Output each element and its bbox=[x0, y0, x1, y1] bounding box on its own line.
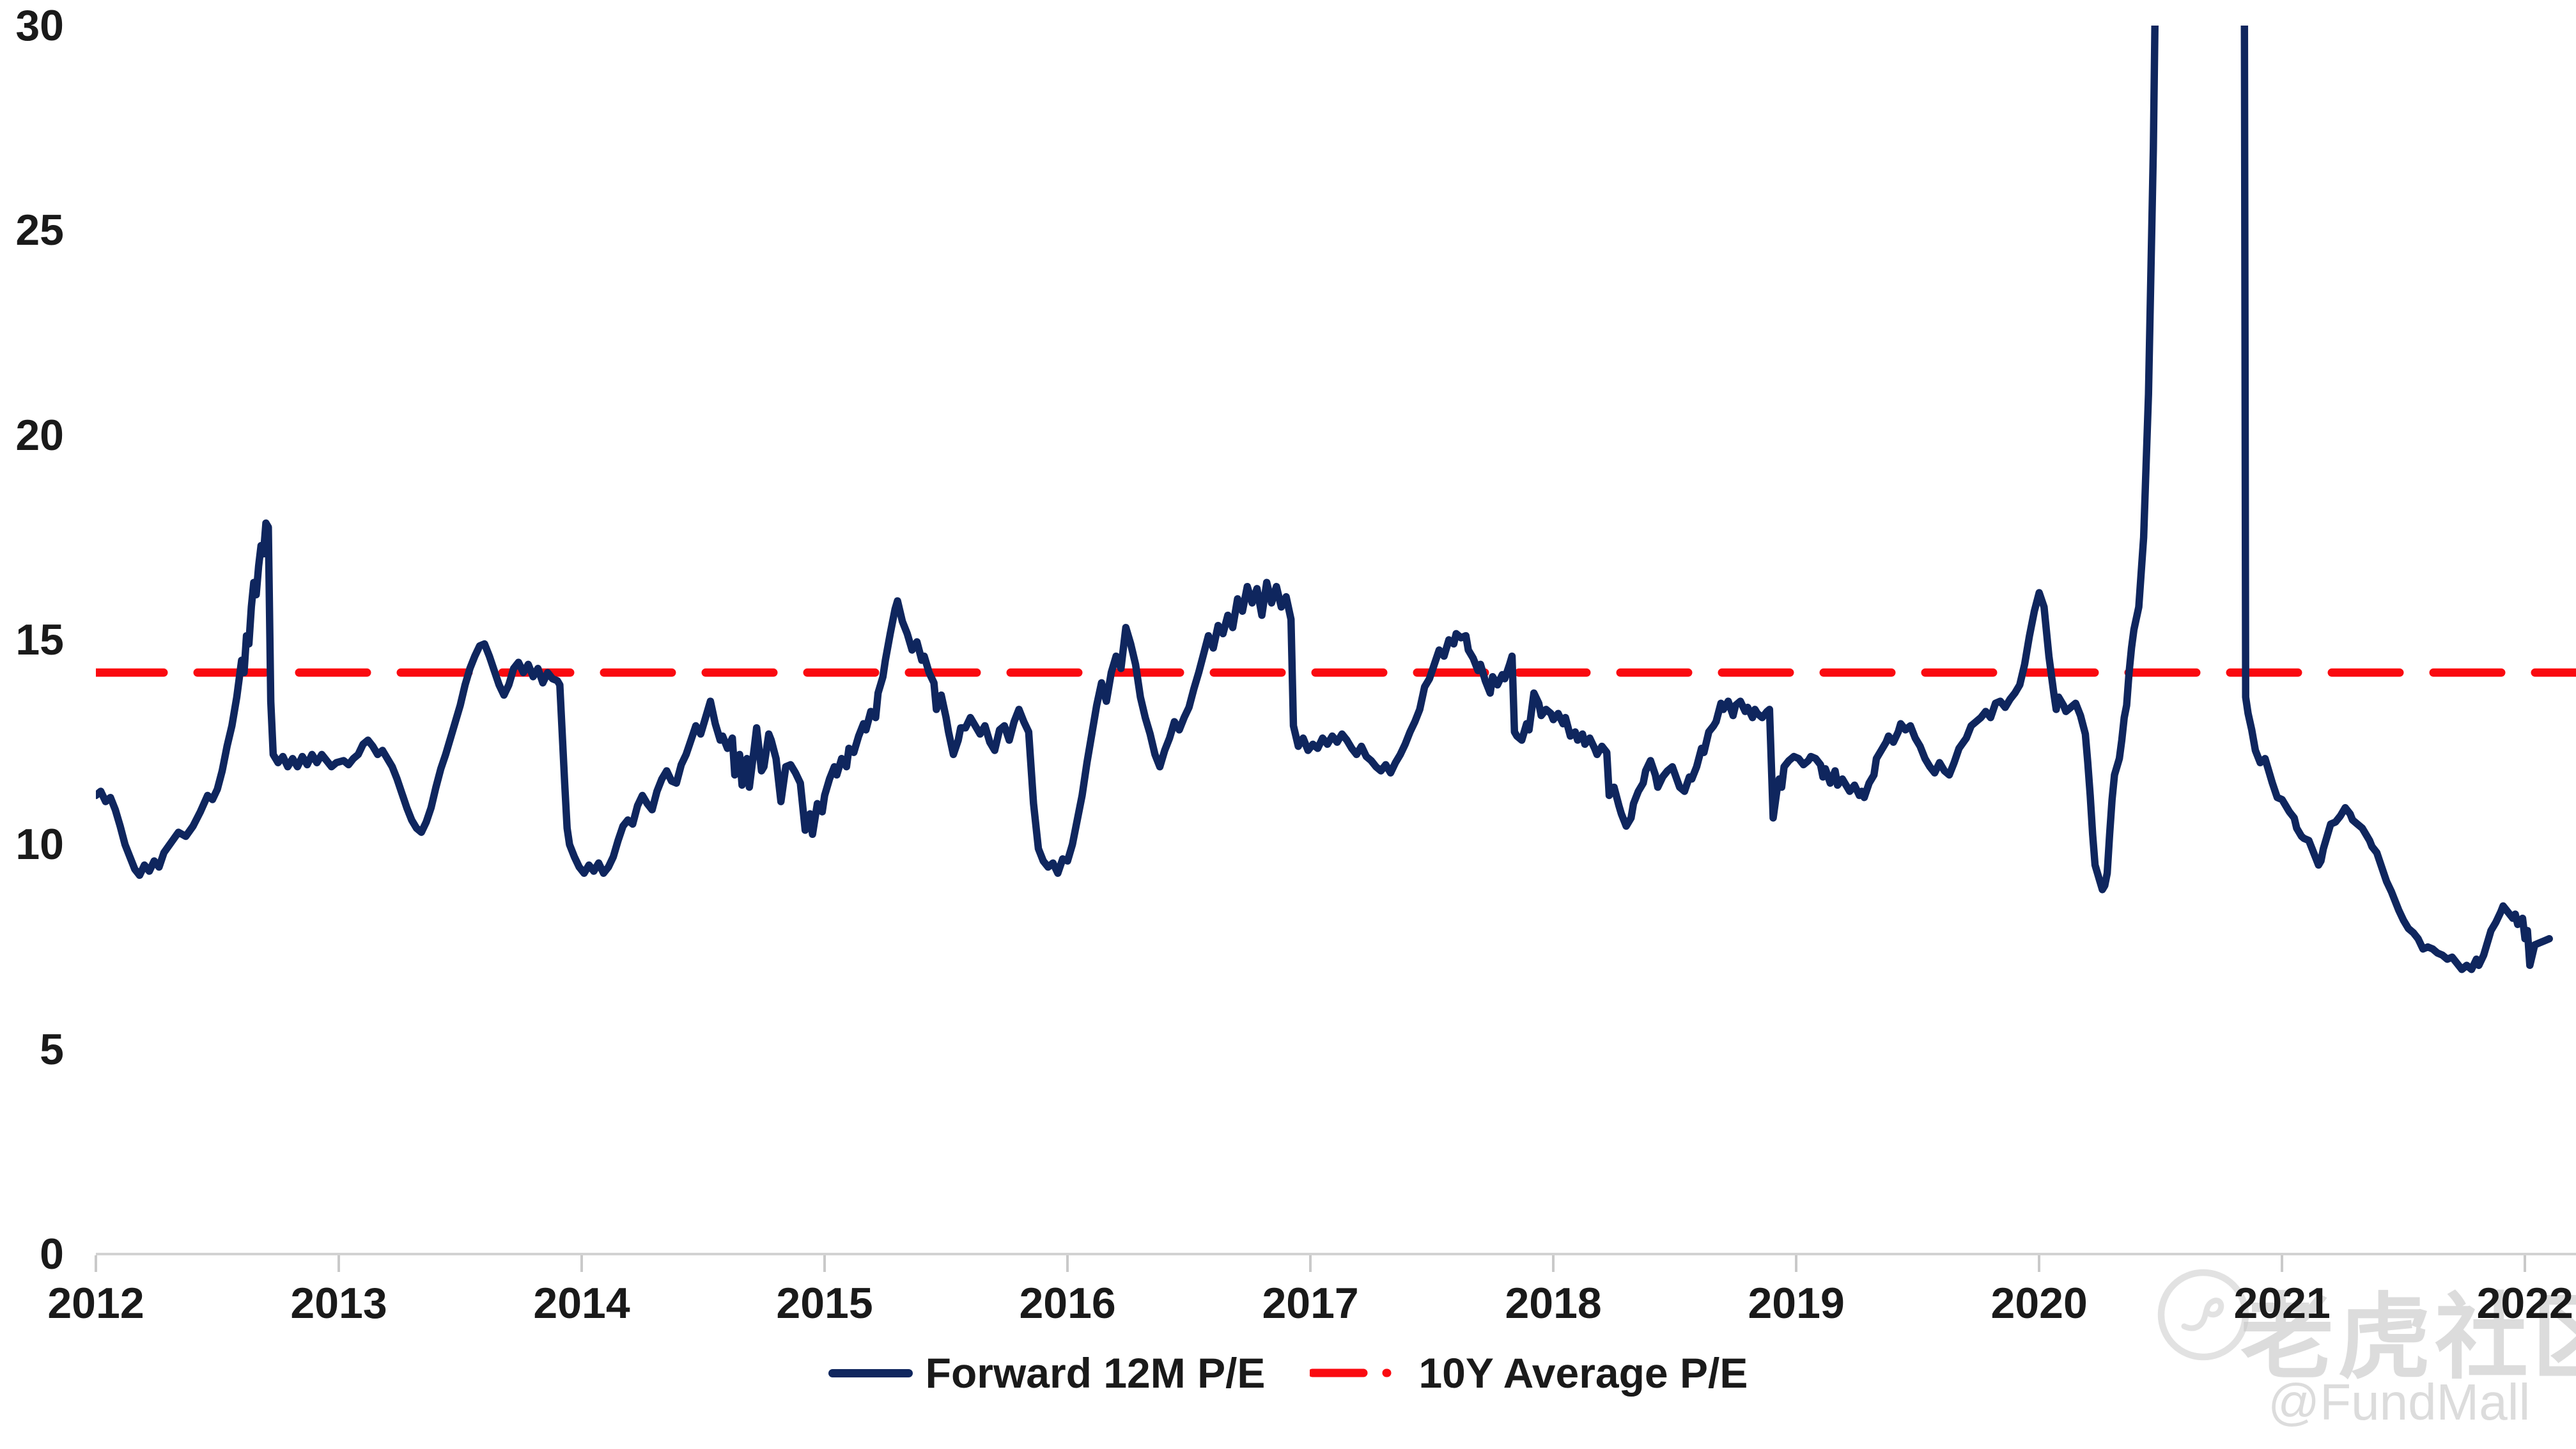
legend-item-average-pe: 10Y Average P/E bbox=[1310, 1349, 1748, 1397]
tiger-logo-icon bbox=[2157, 1269, 2249, 1361]
y-axis-label: 30 bbox=[15, 1, 64, 50]
x-axis-label: 2012 bbox=[47, 1279, 144, 1328]
x-axis-tick bbox=[95, 1255, 97, 1272]
x-axis-label: 2014 bbox=[533, 1279, 630, 1328]
legend-label-forward-pe: Forward 12M P/E bbox=[925, 1349, 1266, 1397]
x-axis-label: 2017 bbox=[1262, 1279, 1359, 1328]
average-pe-dash-swatch-icon bbox=[1310, 1368, 1406, 1377]
y-axis-label: 25 bbox=[15, 206, 64, 255]
x-axis-label: 2016 bbox=[1019, 1279, 1116, 1328]
x-axis-tick bbox=[2038, 1255, 2041, 1272]
x-axis-tick bbox=[1066, 1255, 1069, 1272]
watermark-brand: 老虎社区 bbox=[2240, 1285, 2576, 1390]
watermark-handle: @FundMall bbox=[2268, 1374, 2531, 1430]
y-axis-label: 0 bbox=[40, 1230, 64, 1278]
x-axis-tick bbox=[2524, 1255, 2527, 1272]
x-axis-label: 2022 bbox=[2476, 1279, 2573, 1328]
y-axis-label: 5 bbox=[40, 1025, 64, 1074]
legend: Forward 12M P/E 10Y Average P/E bbox=[0, 1349, 2576, 1397]
pe-line bbox=[96, 26, 2553, 973]
x-axis-label: 2015 bbox=[776, 1279, 873, 1328]
x-axis-line bbox=[96, 1253, 2576, 1255]
plot-area bbox=[96, 26, 2576, 973]
x-axis-tick bbox=[1309, 1255, 1312, 1272]
x-axis-label: 2021 bbox=[2233, 1279, 2331, 1328]
x-axis-label: 2013 bbox=[290, 1279, 387, 1328]
y-axis-label: 15 bbox=[15, 616, 64, 664]
x-axis-tick bbox=[338, 1255, 341, 1272]
x-axis-label: 2018 bbox=[1505, 1279, 1602, 1328]
x-axis-tick bbox=[580, 1255, 584, 1272]
x-axis-tick bbox=[823, 1255, 826, 1272]
x-axis-tick bbox=[2281, 1255, 2284, 1272]
forward-pe-line-swatch-icon bbox=[828, 1368, 913, 1377]
legend-item-forward-pe: Forward 12M P/E bbox=[828, 1349, 1266, 1397]
y-axis-label: 10 bbox=[15, 820, 64, 869]
x-axis-label: 2019 bbox=[1748, 1279, 1845, 1328]
legend-label-average-pe: 10Y Average P/E bbox=[1418, 1349, 1748, 1397]
x-axis-label: 2020 bbox=[1990, 1279, 2088, 1328]
x-axis-tick bbox=[1552, 1255, 1555, 1272]
x-axis-tick bbox=[1795, 1255, 1798, 1272]
y-axis-label: 20 bbox=[15, 410, 64, 460]
